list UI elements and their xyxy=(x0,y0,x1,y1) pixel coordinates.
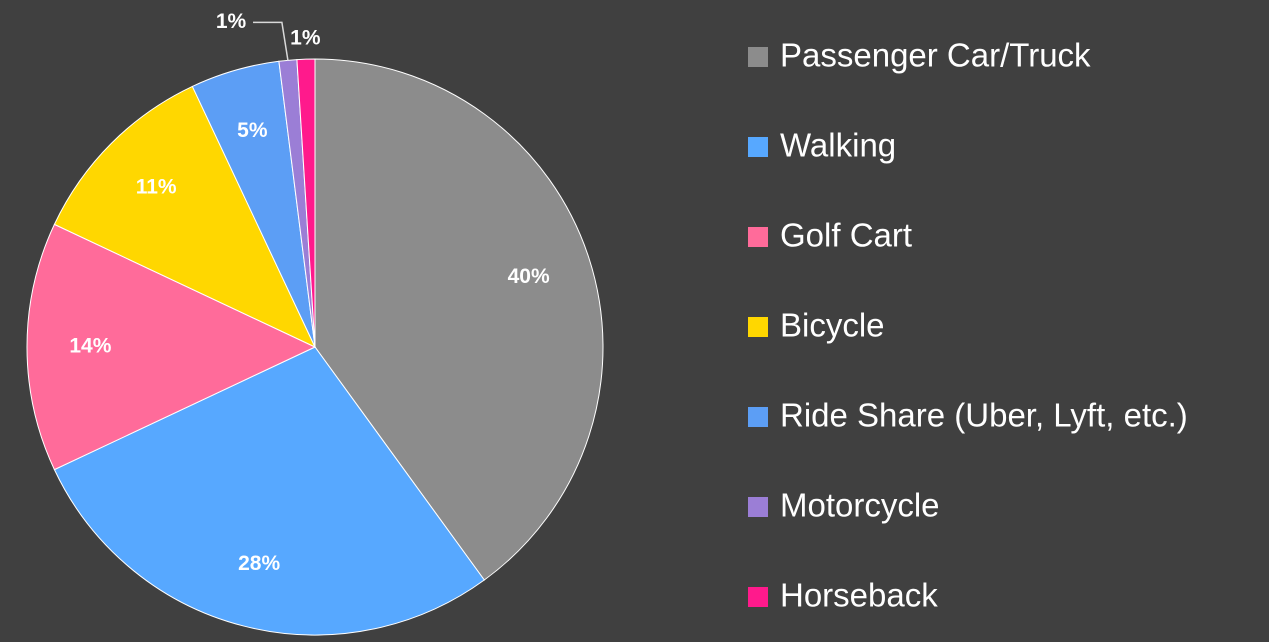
legend-label: Walking xyxy=(780,127,896,164)
legend-swatch xyxy=(748,407,768,427)
pie-slice xyxy=(296,58,316,348)
data-label: 1% xyxy=(216,10,247,33)
pie-slice xyxy=(314,58,604,581)
data-label: 40% xyxy=(508,265,550,288)
data-label: 28% xyxy=(238,552,280,575)
legend-swatch xyxy=(748,317,768,337)
pie-slice xyxy=(53,85,317,349)
legend-label: Golf Cart xyxy=(780,217,912,254)
legend-swatch xyxy=(748,227,768,247)
legend-label: Ride Share (Uber, Lyft, etc.) xyxy=(780,397,1188,434)
leader-line xyxy=(253,21,289,61)
legend-label: Bicycle xyxy=(780,307,885,344)
legend-label: Motorcycle xyxy=(780,487,940,524)
data-label: 1% xyxy=(290,27,321,50)
legend-label: Horseback xyxy=(780,577,938,614)
legend-swatch xyxy=(748,47,768,67)
data-label: 14% xyxy=(69,335,111,358)
legend-swatch xyxy=(748,587,768,607)
legend-swatch xyxy=(748,497,768,517)
legend-swatch xyxy=(748,137,768,157)
pie-slice xyxy=(26,223,317,471)
legend-label: Passenger Car/Truck xyxy=(780,37,1091,74)
data-label: 11% xyxy=(136,176,177,199)
pie-slice xyxy=(53,346,485,636)
data-label: 5% xyxy=(237,119,268,142)
